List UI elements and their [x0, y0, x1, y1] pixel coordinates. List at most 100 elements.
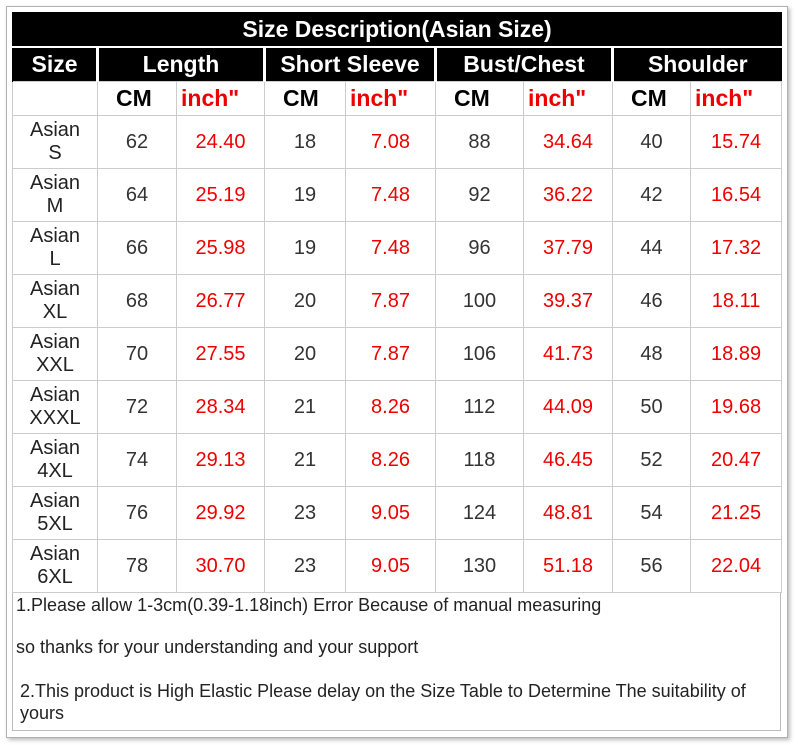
data-row: Asian XXL 70 27.55 20 7.87 106 41.73 48 18.89	[12, 327, 783, 381]
value-cell: 25.98	[176, 221, 265, 275]
value-cell: 21	[264, 380, 346, 434]
data-row: Asian 5XL 76 29.92 23 9.05 124 48.81 54 21.25	[12, 486, 783, 540]
value-cell: 112	[435, 380, 524, 434]
unit-header: CM	[435, 81, 524, 116]
value-cell: 64	[97, 168, 177, 222]
value-cell: 24.40	[176, 115, 265, 169]
value-cell: 118	[435, 433, 524, 487]
value-cell: 48.81	[523, 486, 613, 540]
value-cell: 18.89	[689, 327, 783, 381]
value-cell: 92	[435, 168, 524, 222]
value-cell: 46.45	[523, 433, 613, 487]
value-cell: 44	[612, 221, 691, 275]
data-row: Asian M 64 25.19 19 7.48 92 36.22 42 16.54	[12, 168, 783, 222]
value-cell: 96	[435, 221, 524, 275]
value-cell: 76	[97, 486, 177, 540]
size-label: Asian	[29, 331, 81, 353]
notes: 1.Please allow 1-3cm(0.39-1.18inch) Erro…	[12, 593, 781, 731]
size-cell: Asian XXL	[12, 327, 98, 381]
header-row: Size Length Short Sleeve Bust/Chest Shoulder	[12, 46, 782, 82]
value-cell: 26.77	[176, 274, 265, 328]
size-table: Size Description(Asian Size) Size Length S…	[11, 12, 783, 593]
column-header: Size	[12, 46, 98, 82]
size-label: Asian	[29, 543, 81, 565]
size-label: XXXL	[29, 407, 81, 429]
value-cell: 25.19	[176, 168, 265, 222]
unit-header: CM	[612, 81, 691, 116]
size-label: 6XL	[37, 566, 73, 588]
value-cell: 72	[97, 380, 177, 434]
value-cell: 62	[97, 115, 177, 169]
value-cell: 8.26	[345, 380, 436, 434]
value-cell: 88	[435, 115, 524, 169]
value-cell: 23	[264, 539, 346, 593]
size-cell: Asian S	[12, 115, 98, 169]
value-cell: 30.70	[176, 539, 265, 593]
value-cell: 15.74	[689, 115, 783, 169]
size-cell: Asian M	[12, 168, 98, 222]
value-cell: 7.48	[345, 168, 436, 222]
value-cell: 20.47	[689, 433, 783, 487]
value-cell: 42	[612, 168, 691, 222]
value-cell: 29.13	[176, 433, 265, 487]
value-cell: 130	[435, 539, 524, 593]
note: 2.This product is High Elastic Please de…	[20, 681, 746, 723]
title-row: Size Description(Asian Size)	[11, 12, 783, 48]
value-cell: 50	[612, 380, 691, 434]
size-chart: Size Description(Asian Size) Size Length S…	[11, 12, 783, 731]
size-label: 4XL	[37, 460, 73, 482]
unit-header: inch"	[689, 81, 783, 116]
size-label: Asian	[29, 225, 81, 247]
value-cell: 44.09	[523, 380, 613, 434]
unit-header: inch"	[176, 81, 265, 116]
column-header: Shoulder	[610, 46, 782, 82]
size-label: XL	[42, 301, 68, 323]
note: 1.Please allow 1-3cm(0.39-1.18inch) Erro…	[16, 595, 602, 615]
table-body: Size Description(Asian Size) Size Length S…	[11, 12, 783, 593]
value-cell: 56	[612, 539, 691, 593]
value-cell: 46	[612, 274, 691, 328]
size-cell: Asian 6XL	[12, 539, 98, 593]
subheader-row: CM inch" CM inch" CM inch" CM inch"	[12, 81, 783, 116]
value-cell: 22.04	[689, 539, 783, 593]
value-cell: 39.37	[523, 274, 613, 328]
value-cell: 29.92	[176, 486, 265, 540]
size-label: Asian	[29, 384, 81, 406]
value-cell: 52	[612, 433, 691, 487]
table-title: Size Description(Asian Size)	[11, 12, 783, 48]
data-row: Asian XL 68 26.77 20 7.87 100 39.37 46 18.11	[12, 274, 783, 328]
size-label: Asian	[29, 119, 81, 141]
value-cell: 21	[264, 433, 346, 487]
size-label: Asian	[29, 490, 81, 512]
value-cell: 68	[97, 274, 177, 328]
unit-header: CM	[264, 81, 346, 116]
value-cell: 66	[97, 221, 177, 275]
value-cell: 23	[264, 486, 346, 540]
column-header: Short Sleeve	[263, 46, 436, 82]
value-cell: 36.22	[523, 168, 613, 222]
size-label: M	[46, 195, 64, 217]
size-label: Asian	[29, 172, 81, 194]
value-cell: 78	[97, 539, 177, 593]
value-cell: 20	[264, 327, 346, 381]
value-cell: 7.87	[345, 274, 436, 328]
value-cell: 7.87	[345, 327, 436, 381]
value-cell: 40	[612, 115, 691, 169]
value-cell: 27.55	[176, 327, 265, 381]
value-cell: 19.68	[689, 380, 783, 434]
size-label: L	[49, 248, 61, 270]
data-row: Asian S 62 24.40 18 7.08 88 34.64 40 15.74	[12, 115, 783, 169]
value-cell: 74	[97, 433, 177, 487]
size-label: Asian	[29, 278, 81, 300]
value-cell: 9.05	[345, 486, 436, 540]
data-row: Asian L 66 25.98 19 7.48 96 37.79 44 17.32	[12, 221, 783, 275]
value-cell: 7.48	[345, 221, 436, 275]
data-row: Asian XXXL 72 28.34 21 8.26 112 44.09 50 19.68	[12, 380, 783, 434]
value-cell: 17.32	[689, 221, 783, 275]
column-header: Bust/Chest	[434, 46, 613, 82]
value-cell: 100	[435, 274, 524, 328]
size-cell: Asian 5XL	[12, 486, 98, 540]
value-cell: 41.73	[523, 327, 613, 381]
size-cell: Asian XL	[12, 274, 98, 328]
